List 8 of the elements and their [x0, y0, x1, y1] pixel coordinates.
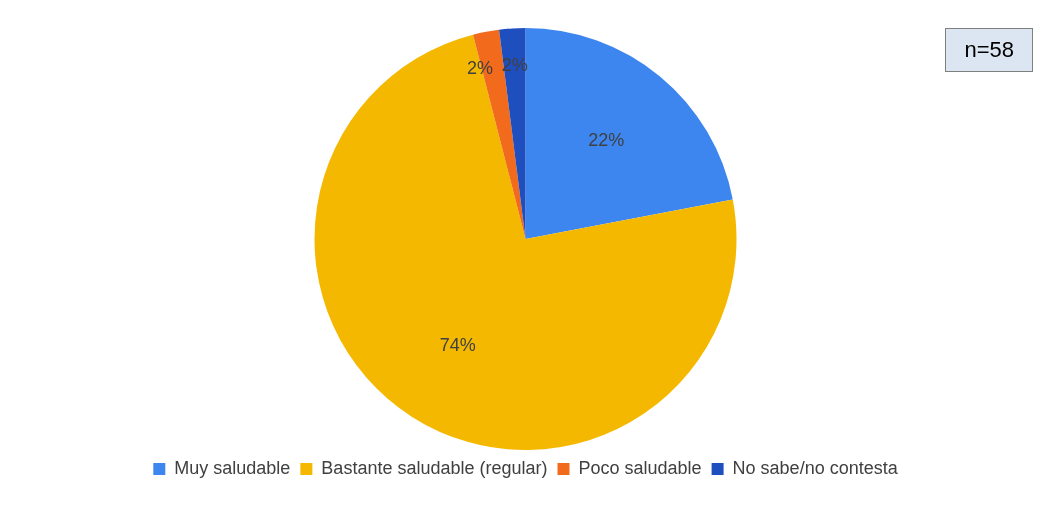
data-label: 22% — [588, 130, 625, 151]
data-label: 2% — [467, 58, 494, 79]
legend-label: Poco saludable — [578, 457, 702, 478]
legend-label: No sabe/no contesta — [732, 457, 899, 478]
legend-label: Muy saludable — [174, 457, 291, 478]
legend-label: Bastante saludable (regular) — [321, 457, 548, 478]
text: n=58 — [945, 28, 1033, 72]
data-label: 74% — [439, 334, 476, 355]
